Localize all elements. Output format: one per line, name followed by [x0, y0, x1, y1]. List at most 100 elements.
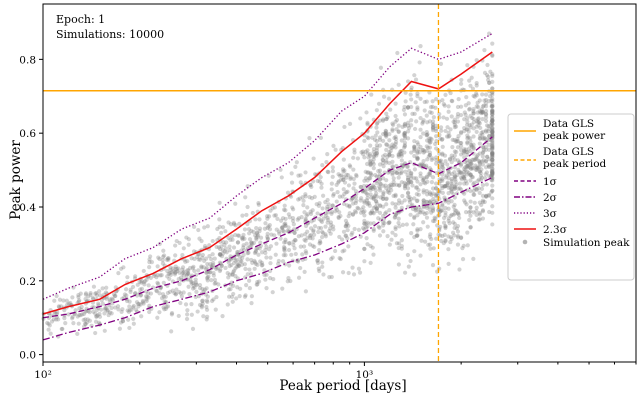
- simulation-peak-point-1561: [76, 295, 81, 300]
- simulation-peak-point-1275: [94, 307, 100, 313]
- simulation-peak-point-20: [336, 214, 341, 220]
- simulation-peak-point-1959: [418, 174, 423, 179]
- simulation-peak-point-835: [450, 99, 455, 104]
- simulation-peak-point-1138: [197, 257, 203, 262]
- simulation-peak-point-2300: [490, 151, 495, 156]
- simulation-peak-point-1257: [237, 263, 242, 268]
- simulation-peak-point-1952: [418, 135, 423, 140]
- simulation-peak-point-358: [173, 292, 178, 297]
- simulation-peak-point-1372: [317, 268, 322, 274]
- simulation-peak-point-1788: [381, 196, 386, 201]
- simulation-peak-point-486: [350, 230, 355, 235]
- simulation-peak-point-1180: [410, 183, 415, 188]
- simulation-peak-point-276: [431, 115, 436, 120]
- simulation-peak-point-248: [161, 294, 166, 299]
- simulation-peak-point-1433: [246, 250, 251, 255]
- simulation-peak-point-1783: [377, 143, 383, 148]
- simulation-peak-point-133: [478, 173, 484, 179]
- simulation-peak-point-1807: [384, 142, 389, 147]
- simulation-peak-point-2075: [443, 184, 448, 189]
- simulation-peak-point-1862: [396, 201, 401, 206]
- simulation-peak-point-2366: [490, 109, 495, 114]
- simulation-peak-point-1782: [377, 203, 383, 208]
- simulation-peak-point-2076: [443, 210, 448, 215]
- simulation-peak-point-732: [247, 244, 252, 249]
- simulation-peak-point-874: [350, 265, 355, 270]
- simulation-peak-point-1092: [358, 198, 363, 203]
- simulation-peak-point-221: [366, 170, 371, 175]
- simulation-peak-point-1258: [426, 172, 431, 177]
- simulation-peak-point-778: [283, 208, 288, 213]
- simulation-peak-point-2321: [490, 170, 495, 175]
- simulation-peak-point-1379: [415, 233, 420, 239]
- simulation-peak-point-1902: [405, 204, 411, 209]
- simulation-peak-point-664: [230, 271, 235, 277]
- simulation-peak-point-1920: [409, 123, 414, 128]
- simulation-peak-point-1510: [398, 151, 403, 157]
- simulation-peak-point-2308: [490, 117, 495, 122]
- simulation-peak-point-1961: [418, 115, 423, 121]
- simulation-peak-point-833: [323, 213, 328, 218]
- simulation-peak-point-1852: [393, 233, 398, 238]
- simulation-peak-point-1001: [391, 179, 396, 184]
- simulation-peak-point-388: [486, 192, 491, 198]
- simulation-peak-point-103: [283, 216, 288, 222]
- simulation-peak-point-987: [473, 156, 478, 161]
- simulation-peak-point-435: [255, 245, 260, 251]
- simulation-peak-point-54: [356, 227, 361, 232]
- simulation-peak-point-825: [303, 289, 308, 294]
- simulation-peak-point-1585: [403, 90, 408, 95]
- simulation-peak-point-208: [125, 308, 130, 313]
- simulation-peak-point-2272: [487, 173, 492, 179]
- simulation-peak-point-1516: [337, 173, 342, 178]
- simulation-peak-point-2124: [455, 210, 461, 215]
- simulation-peak-point-101: [141, 268, 146, 274]
- simulation-peak-point-270: [272, 213, 277, 218]
- simulation-peak-point-514: [191, 224, 197, 229]
- simulation-peak-point-2043: [437, 181, 442, 186]
- simulation-peak-point-1948: [415, 94, 420, 99]
- simulation-peak-point-2234: [480, 110, 486, 115]
- simulation-peak-point-1210: [391, 176, 396, 181]
- simulation-peak-point-473: [329, 187, 334, 192]
- simulation-peak-point-1021: [333, 147, 338, 152]
- simulation-peak-point-852: [265, 236, 270, 241]
- simulation-peak-point-1381: [209, 264, 214, 269]
- simulation-peak-point-771: [303, 170, 308, 175]
- simulation-peak-point-2358: [490, 86, 495, 91]
- simulation-peak-point-2096: [449, 236, 454, 242]
- simulation-peak-point-603: [371, 196, 376, 201]
- simulation-peak-point-1472: [259, 250, 265, 255]
- simulation-peak-point-962: [199, 265, 204, 270]
- simulation-peak-point-1189: [385, 189, 390, 194]
- simulation-peak-point-2247: [483, 159, 489, 164]
- simulation-peak-point-689: [316, 225, 321, 231]
- simulation-peak-point-1938: [415, 91, 420, 96]
- simulation-peak-point-1949: [415, 105, 420, 110]
- simulation-peak-point-245: [155, 273, 160, 278]
- simulation-peak-point-1449: [98, 293, 103, 298]
- simulation-peak-point-1974: [421, 150, 426, 155]
- simulation-peak-point-2274: [490, 146, 495, 151]
- simulation-peak-point-479: [380, 158, 386, 163]
- simulation-peak-point-1439: [338, 256, 343, 262]
- simulation-peak-point-2332: [490, 98, 495, 104]
- simulation-peak-point-2172: [465, 119, 470, 124]
- simulation-peak-point-2329: [490, 72, 495, 77]
- simulation-peak-point-1086: [256, 252, 261, 257]
- simulation-peak-point-131: [276, 229, 282, 234]
- simulation-peak-point-2093: [449, 181, 454, 186]
- simulation-peak-point-1892: [402, 140, 408, 145]
- y-tick-label-3: 0.6: [19, 128, 36, 140]
- simulation-peak-point-168: [468, 136, 473, 141]
- simulation-peak-point-1978: [421, 205, 426, 210]
- simulation-peak-point-865: [334, 182, 339, 187]
- simulation-peak-point-246: [432, 215, 437, 220]
- simulation-peak-point-1014: [56, 317, 61, 322]
- y-tick-label-4: 0.8: [19, 54, 36, 66]
- simulation-peak-point-805: [381, 229, 386, 234]
- simulation-peak-point-124: [483, 158, 488, 164]
- x-axis-label: Peak period [days]: [279, 378, 406, 394]
- simulation-peak-point-485: [307, 195, 312, 200]
- simulation-peak-point-458: [447, 156, 453, 161]
